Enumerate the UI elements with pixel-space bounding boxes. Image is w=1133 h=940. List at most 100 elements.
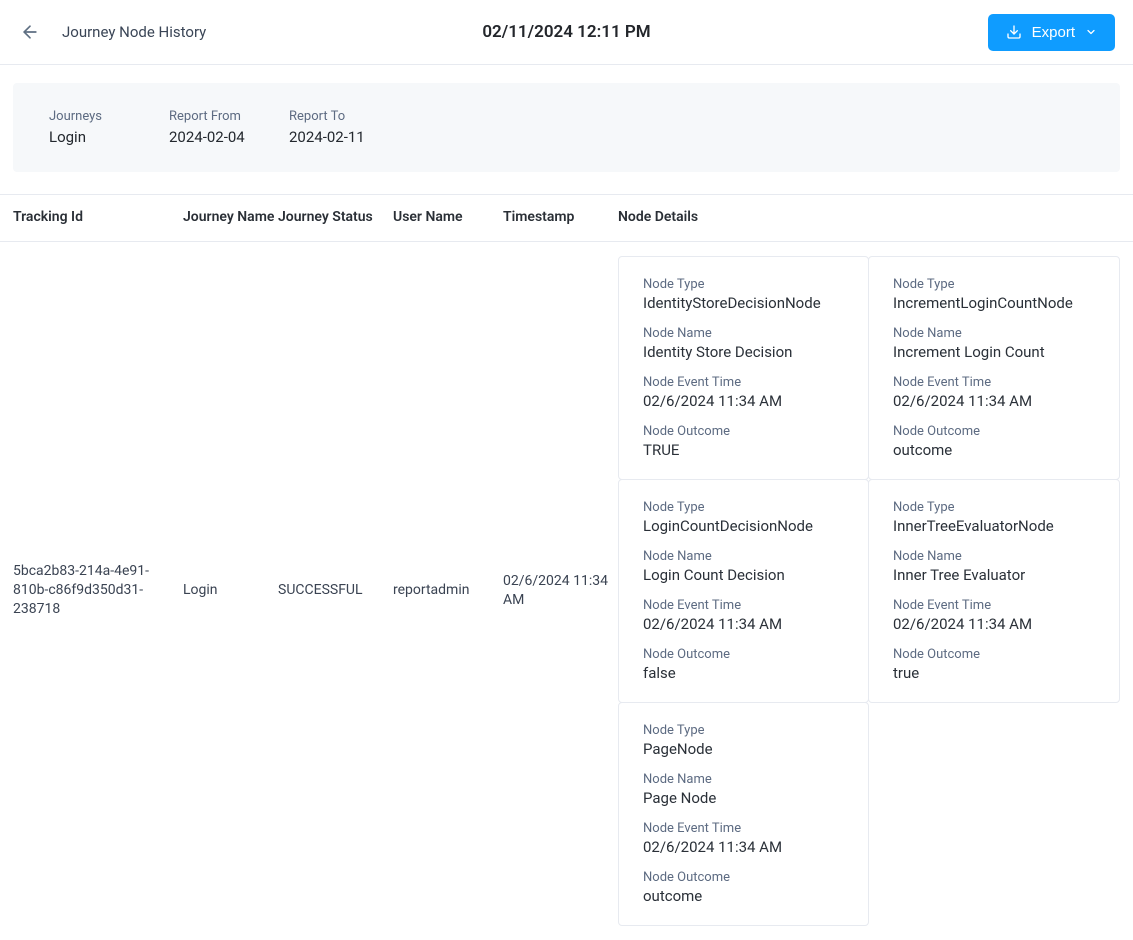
- node-field-value: InnerTreeEvaluatorNode: [893, 517, 1095, 535]
- node-field-node-outcome: Node Outcome true: [893, 647, 1095, 682]
- node-field-label: Node Outcome: [893, 424, 1095, 439]
- node-field-value: outcome: [643, 887, 844, 905]
- summary-journeys: Journeys Login: [49, 109, 129, 146]
- summary-label-journeys: Journeys: [49, 109, 129, 124]
- node-field-value: Increment Login Count: [893, 343, 1095, 361]
- col-tracking-id: Tracking Id: [13, 209, 183, 227]
- node-field-value: 02/6/2024 11:34 AM: [893, 615, 1095, 633]
- node-field-node-outcome: Node Outcome outcome: [643, 870, 844, 905]
- node-field-label: Node Event Time: [643, 375, 844, 390]
- col-journey-name: Journey Name: [183, 209, 278, 227]
- report-timestamp: 02/11/2024 12:11 PM: [482, 22, 650, 42]
- export-label: Export: [1032, 24, 1075, 41]
- node-field-value: TRUE: [643, 441, 844, 459]
- node-card: Node TypePageNodeNode NamePage NodeNode …: [618, 702, 869, 926]
- summary-report-from: Report From 2024-02-04: [169, 109, 249, 146]
- node-field-value: PageNode: [643, 740, 844, 758]
- node-field-value: Identity Store Decision: [643, 343, 844, 361]
- node-field-label: Node Event Time: [643, 821, 844, 836]
- node-field-node-event-time: Node Event Time 02/6/2024 11:34 AM: [643, 598, 844, 633]
- col-user-name: User Name: [393, 209, 503, 227]
- cell-tracking-id: 5bca2b83-214a-4e91-810b-c86f9d350d31-238…: [13, 562, 183, 619]
- summary-label-report-from: Report From: [169, 109, 249, 124]
- node-field-label: Node Type: [893, 500, 1095, 515]
- node-card: Node Type IncrementLoginCountNode Node Nam…: [868, 256, 1120, 480]
- node-card: Node Type LoginCountDecisionNode Node Name…: [618, 479, 869, 703]
- node-field-node-type: Node Type IdentityStoreDecisionNode: [643, 277, 844, 312]
- node-field-node-name: Node Name Page Node: [643, 772, 844, 807]
- header-left: Journey Node History: [18, 20, 206, 44]
- node-field-node-event-time: Node Event Time 02/6/2024 11:34 AM: [893, 598, 1095, 633]
- node-field-label: Node Name: [643, 549, 844, 564]
- node-field-label: Node Outcome: [643, 870, 844, 885]
- summary-label-report-to: Report To: [289, 109, 369, 124]
- node-field-label: Node Event Time: [893, 375, 1095, 390]
- node-field-label: Node Name: [893, 326, 1095, 341]
- node-field-label: Node Outcome: [643, 647, 844, 662]
- cell-user-name: reportadmin: [393, 581, 503, 600]
- export-button[interactable]: Export: [988, 14, 1115, 51]
- node-field-value: true: [893, 664, 1095, 682]
- node-field-node-outcome: Node Outcome outcome: [893, 424, 1095, 459]
- cell-journey-status: SUCCESSFUL: [278, 581, 393, 600]
- table-header-row: Tracking Id Journey Name Journey Status …: [0, 195, 1133, 242]
- node-field-label: Node Name: [893, 549, 1095, 564]
- page-title: Journey Node History: [62, 23, 206, 41]
- node-field-label: Node Type: [893, 277, 1095, 292]
- download-icon: [1006, 24, 1022, 40]
- node-field-node-event-time: Node Event Time 02/6/2024 11:34 AM: [893, 375, 1095, 410]
- chevron-down-icon: [1085, 26, 1097, 38]
- node-field-value: Login Count Decision: [643, 566, 844, 584]
- node-field-value: IncrementLoginCountNode: [893, 294, 1095, 312]
- node-field-value: outcome: [893, 441, 1095, 459]
- cell-journey-name: Login: [183, 581, 278, 600]
- node-field-node-type: Node Type PageNode: [643, 723, 844, 758]
- results-table: Tracking Id Journey Name Journey Status …: [0, 194, 1133, 940]
- node-details-grid: Node Type IdentityStoreDecisionNode Node N…: [618, 256, 1120, 926]
- col-timestamp: Timestamp: [503, 209, 618, 227]
- node-field-label: Node Type: [643, 723, 844, 738]
- back-button[interactable]: [18, 20, 42, 44]
- node-field-node-name: Node Name Login Count Decision: [643, 549, 844, 584]
- node-field-value: Inner Tree Evaluator: [893, 566, 1095, 584]
- node-field-node-event-time: Node Event Time 02/6/2024 11:34 AM: [643, 375, 844, 410]
- node-card: Node Type InnerTreeEvaluatorNode Node Name…: [868, 479, 1120, 703]
- node-field-label: Node Event Time: [643, 598, 844, 613]
- summary-value-report-to: 2024-02-11: [289, 128, 369, 146]
- node-field-value: IdentityStoreDecisionNode: [643, 294, 844, 312]
- node-field-node-outcome: Node Outcome false: [643, 647, 844, 682]
- node-field-node-name: Node Name Inner Tree Evaluator: [893, 549, 1095, 584]
- node-field-value: Page Node: [643, 789, 844, 807]
- summary-value-report-from: 2024-02-04: [169, 128, 249, 146]
- node-field-value: 02/6/2024 11:34 AM: [643, 392, 844, 410]
- arrow-left-icon: [20, 22, 40, 42]
- node-field-value: 02/6/2024 11:34 AM: [643, 838, 844, 856]
- node-field-node-event-time: Node Event Time 02/6/2024 11:34 AM: [643, 821, 844, 856]
- node-field-label: Node Type: [643, 500, 844, 515]
- node-field-node-type: Node Type LoginCountDecisionNode: [643, 500, 844, 535]
- node-card: Node Type IdentityStoreDecisionNode Node N…: [618, 256, 869, 480]
- node-field-label: Node Name: [643, 326, 844, 341]
- node-field-value: 02/6/2024 11:34 AM: [893, 392, 1095, 410]
- node-field-node-name: Node Name Identity Store Decision: [643, 326, 844, 361]
- cell-timestamp: 02/6/2024 11:34 AM: [503, 572, 618, 610]
- summary-report-to: Report To 2024-02-11: [289, 109, 369, 146]
- node-field-value: false: [643, 664, 844, 682]
- node-field-node-name: Node Name Increment Login Count: [893, 326, 1095, 361]
- node-field-label: Node Event Time: [893, 598, 1095, 613]
- table-row: 5bca2b83-214a-4e91-810b-c86f9d350d31-238…: [0, 242, 1133, 940]
- col-journey-status: Journey Status: [278, 209, 393, 227]
- page-header: Journey Node History 02/11/2024 12:11 PM…: [0, 0, 1133, 65]
- node-field-label: Node Name: [643, 772, 844, 787]
- node-field-label: Node Outcome: [643, 424, 844, 439]
- col-node-details: Node Details: [618, 209, 1120, 227]
- node-field-value: LoginCountDecisionNode: [643, 517, 844, 535]
- node-field-node-type: Node Type InnerTreeEvaluatorNode: [893, 500, 1095, 535]
- node-field-value: 02/6/2024 11:34 AM: [643, 615, 844, 633]
- node-field-node-outcome: Node Outcome TRUE: [643, 424, 844, 459]
- node-field-label: Node Outcome: [893, 647, 1095, 662]
- cell-node-details: Node Type IdentityStoreDecisionNode Node N…: [618, 256, 1120, 926]
- summary-panel: Journeys Login Report From 2024-02-04 Re…: [13, 83, 1120, 172]
- summary-value-journeys: Login: [49, 128, 129, 146]
- node-field-label: Node Type: [643, 277, 844, 292]
